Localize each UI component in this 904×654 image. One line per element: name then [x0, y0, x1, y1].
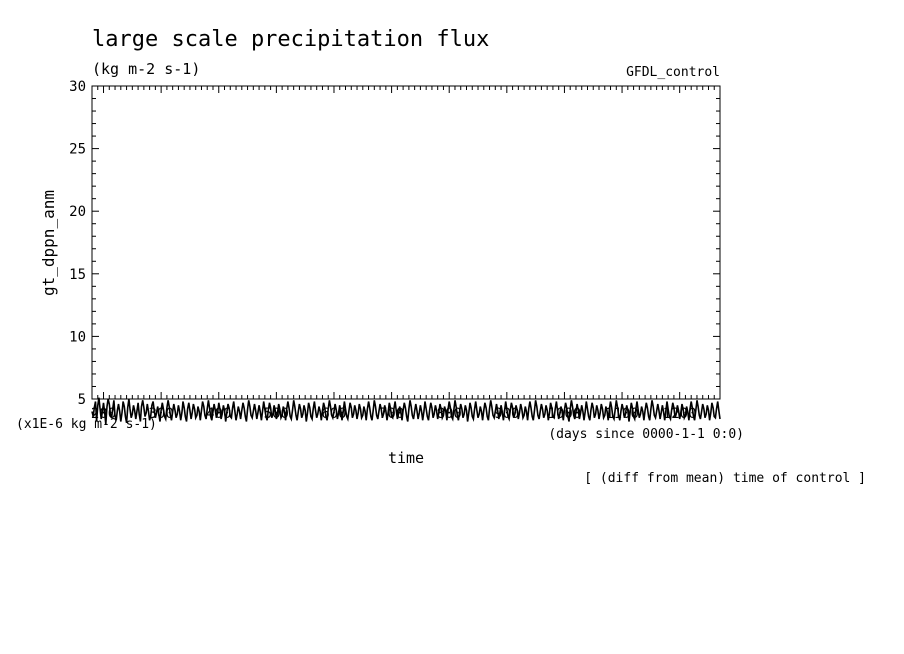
y-tick-label: 15 [69, 267, 86, 283]
run-label: GFDL_control [626, 65, 720, 80]
series-line [91, 397, 721, 425]
x-units-note: (days since 0000-1-1 0:0) [548, 427, 744, 442]
plot-frame [91, 85, 721, 400]
chart-units: (kg m-2 s-1) [92, 60, 200, 78]
chart-title: large scale precipitation flux [92, 27, 489, 52]
y-axis-label: gt_dppn_anm [39, 190, 58, 296]
axis-ticks [91, 85, 721, 400]
x-axis-label: time [388, 449, 424, 467]
y-tick-label: 5 [78, 392, 86, 408]
y-tick-label: 20 [69, 204, 86, 220]
y-tick-label: 10 [69, 329, 86, 345]
y-tick-label: 25 [69, 142, 86, 158]
y-tick-label: 30 [69, 79, 86, 95]
footer-note: [ (diff from mean) time of control ] [584, 471, 866, 486]
y-units-note: (x1E-6 kg m-2 s-1) [16, 417, 157, 432]
series-group [91, 397, 721, 425]
y-tick-labels: 5 10 15 20 25 30 [69, 79, 86, 408]
